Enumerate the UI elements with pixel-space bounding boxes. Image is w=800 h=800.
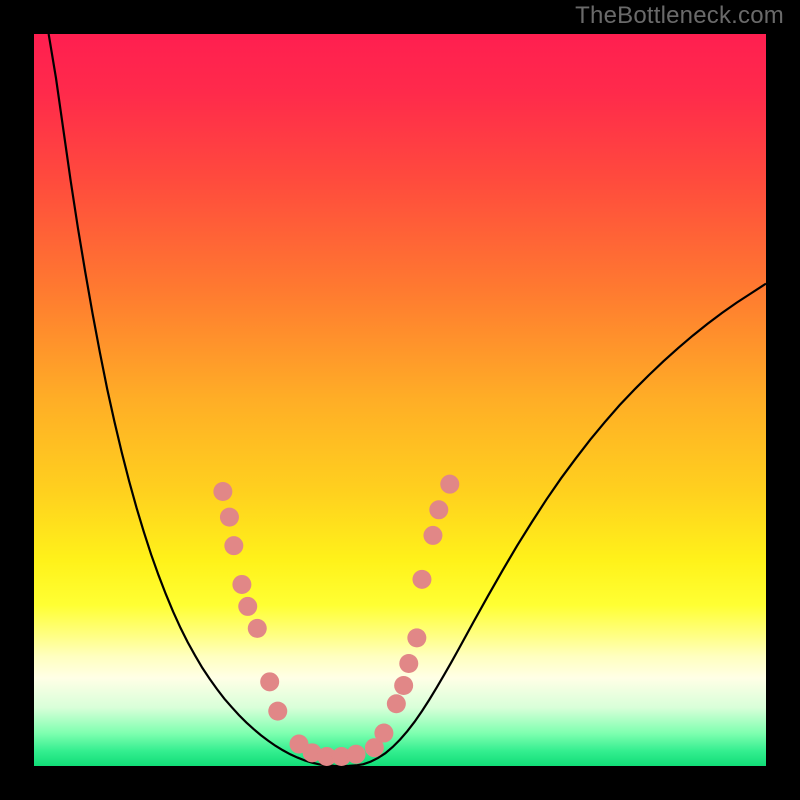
gradient-background	[34, 34, 766, 766]
plot-area	[34, 34, 766, 766]
data-point	[232, 575, 251, 594]
data-point	[347, 745, 366, 764]
data-point	[399, 654, 418, 673]
data-point	[407, 628, 426, 647]
data-point	[394, 676, 413, 695]
data-point	[268, 702, 287, 721]
data-point	[374, 724, 393, 743]
data-point	[238, 597, 257, 616]
data-point	[248, 619, 267, 638]
chart-container: TheBottleneck.com	[0, 0, 800, 800]
data-point	[440, 475, 459, 494]
data-point	[224, 536, 243, 555]
data-point	[260, 672, 279, 691]
data-point	[423, 526, 442, 545]
data-point	[213, 482, 232, 501]
data-point	[387, 694, 406, 713]
data-point	[412, 570, 431, 589]
plot-svg	[34, 34, 766, 766]
watermark-label: TheBottleneck.com	[575, 2, 784, 30]
data-point	[220, 508, 239, 527]
data-point	[429, 500, 448, 519]
